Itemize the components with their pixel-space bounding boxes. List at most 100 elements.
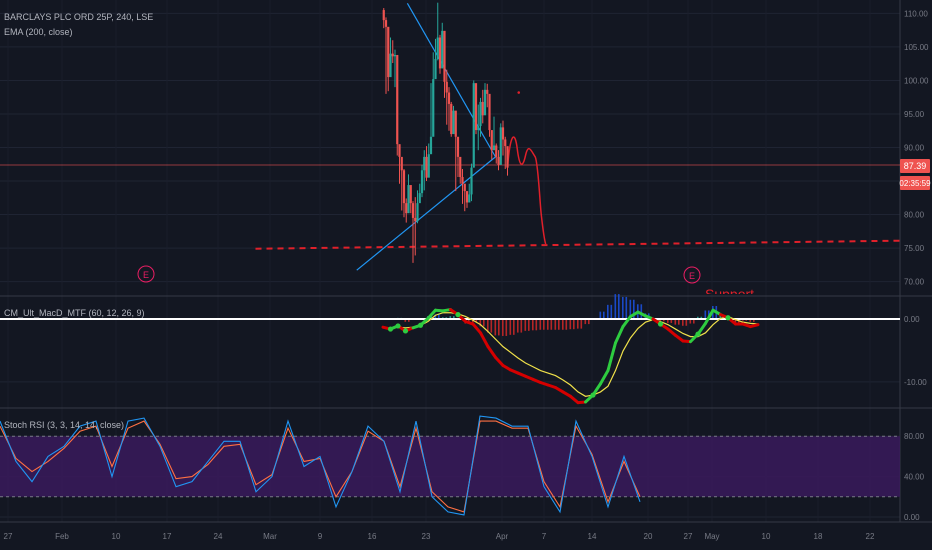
macd-histogram-bar	[449, 316, 452, 319]
macd-histogram-bar	[685, 319, 688, 326]
price-scale[interactable]: 70.0075.0080.0085.0090.0095.00100.00105.…	[904, 9, 929, 522]
macd-histogram-bar	[689, 319, 692, 324]
macd-histogram-bar	[490, 319, 493, 333]
candle	[432, 52, 435, 137]
macd-line-segment	[704, 308, 715, 325]
candle-body	[434, 59, 437, 80]
candle	[389, 37, 392, 78]
candle-body	[495, 145, 498, 157]
time-tick-label: 16	[368, 532, 377, 541]
macd-line-segment	[426, 308, 437, 320]
macd-histogram-bar	[404, 319, 407, 322]
drawing-dot	[517, 91, 521, 94]
candle-body	[470, 167, 473, 195]
candle	[434, 38, 437, 80]
candle	[492, 116, 496, 151]
candle-body	[481, 101, 484, 116]
macd-histogram-bar	[438, 314, 440, 319]
candle	[481, 89, 484, 124]
candle-body	[393, 54, 397, 57]
price-drawings[interactable]	[0, 3, 901, 271]
last-price-tag: 87.39	[900, 159, 930, 173]
earnings-marker[interactable]: E	[683, 266, 701, 284]
candle	[483, 83, 487, 116]
candle	[499, 123, 502, 165]
price-tick-label: 90.00	[904, 144, 925, 153]
candle-body	[414, 217, 417, 222]
stoch-rsi-k-line	[0, 415, 641, 516]
macd-legend[interactable]: CM_Ult_MacD_MTF (60, 12, 26, 9)	[4, 308, 145, 318]
macd-histogram-bar	[663, 319, 665, 322]
candle-body	[409, 185, 412, 204]
candle	[504, 136, 507, 169]
macd-histogram-bar	[614, 294, 617, 319]
candle-body	[382, 10, 385, 21]
candle-body	[387, 26, 390, 78]
candle-body	[474, 83, 478, 131]
candle-body	[423, 156, 426, 171]
time-tick-label: May	[704, 532, 719, 541]
macd-tick-label: 0.00	[904, 315, 920, 324]
macd-histogram-bar	[453, 316, 455, 319]
ema-legend[interactable]: EMA (200, close)	[4, 27, 73, 37]
candle	[396, 54, 399, 156]
time-scale[interactable]: 27 Feb 10 17 24 Mar 9 16 23 Apr 7 14 20 27 May 10 18 22	[4, 532, 875, 541]
candle-body	[490, 130, 493, 151]
candle-body	[411, 203, 415, 218]
macd-line-segment	[569, 394, 580, 405]
macd-histogram-bar	[550, 319, 553, 330]
candle	[418, 183, 421, 204]
macd-panel	[0, 294, 900, 405]
candle	[461, 168, 464, 204]
macd-histogram-bar	[640, 304, 643, 319]
candle	[438, 34, 442, 74]
price-tick-label: 95.00	[904, 110, 925, 119]
candle-body	[436, 37, 439, 59]
rsi-tick-label: 0.00	[904, 513, 920, 522]
macd-histogram-bar	[667, 319, 669, 323]
countdown-value: 02:35:59	[899, 179, 931, 188]
macd-histogram-bar	[539, 319, 542, 330]
time-tick-label: 27	[684, 532, 693, 541]
macd-line-segment	[471, 322, 482, 335]
price-tick-label: 105.00	[904, 43, 929, 52]
candle	[416, 190, 419, 224]
candle	[405, 198, 408, 223]
candle	[400, 156, 403, 211]
candle-body	[384, 20, 388, 27]
candle-body	[504, 139, 507, 147]
time-tick-label: 10	[762, 532, 771, 541]
macd-histogram-bar	[434, 314, 437, 319]
support-line[interactable]	[255, 239, 901, 250]
macd-histogram-bar	[603, 311, 605, 319]
candle	[452, 105, 455, 135]
macd-histogram-bar	[517, 319, 519, 333]
support-label[interactable]: Support	[705, 286, 754, 302]
candle	[407, 174, 410, 214]
candle	[450, 101, 453, 137]
projected-path-drawing[interactable]	[506, 136, 547, 245]
macd-histogram-bar	[494, 319, 497, 336]
symbol-title[interactable]: BARCLAYS PLC ORD 25P, 240, LSE	[4, 12, 153, 22]
macd-histogram-bar	[622, 296, 624, 319]
candle	[425, 146, 428, 182]
candle-body	[450, 103, 453, 135]
candle	[441, 22, 444, 69]
candle	[497, 150, 500, 171]
macd-cross-dot	[657, 321, 664, 327]
candle	[506, 146, 509, 176]
price-tick-label: 80.00	[904, 211, 925, 220]
macd-histogram-bar	[693, 319, 695, 324]
macd-line-segment	[486, 345, 497, 359]
candle	[479, 97, 482, 137]
macd-histogram-bar	[535, 319, 538, 331]
time-tick-label: 7	[542, 532, 547, 541]
time-tick-label: 18	[814, 532, 823, 541]
earnings-marker[interactable]: E	[137, 265, 155, 283]
macd-histogram-bar	[487, 319, 489, 333]
candle-body	[441, 30, 444, 69]
stoch-rsi-legend[interactable]: Stoch RSI (3, 3, 14, 14, close)	[4, 420, 124, 430]
macd-line-segment	[494, 355, 505, 368]
